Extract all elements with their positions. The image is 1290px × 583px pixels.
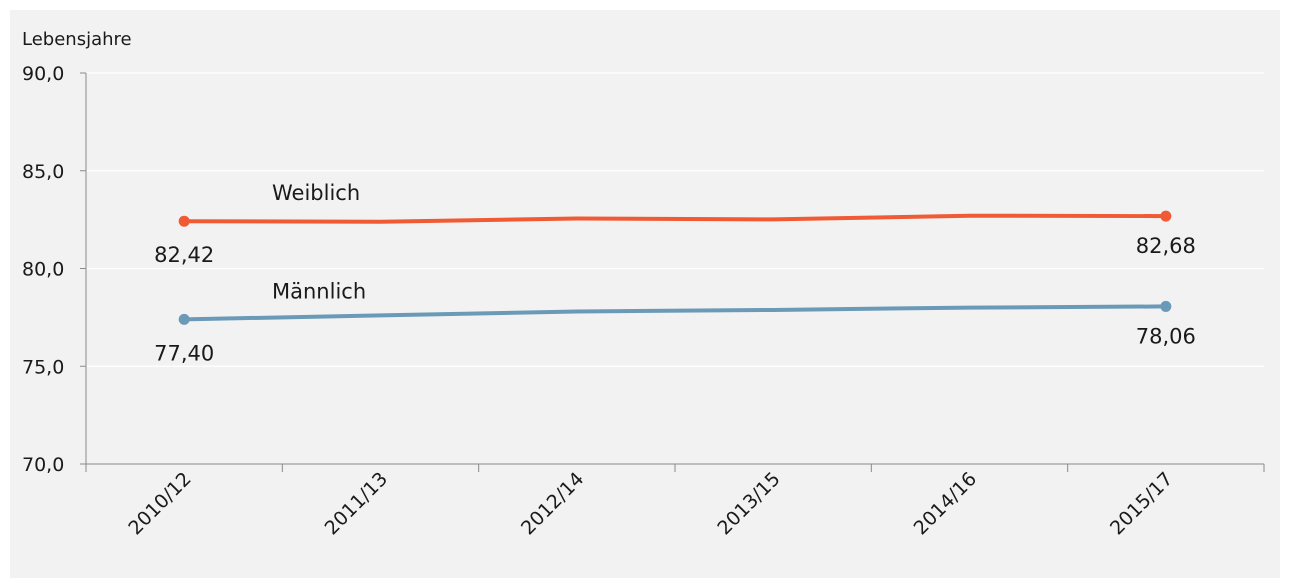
- x-tick-label: 2013/15: [713, 468, 784, 539]
- y-tick-label: 70,0: [22, 454, 64, 476]
- y-tick-label: 80,0: [22, 259, 64, 281]
- data-point-marker: [1160, 300, 1172, 312]
- series-line-maennlich: [182, 304, 1168, 322]
- start-value-label: 82,42: [154, 243, 214, 267]
- line-chart: 70,0 75,0 80,0 85,0 90,0 2010/12 2011/13 2012/1…: [22, 29, 1265, 539]
- series-name-label: Weiblich: [272, 181, 360, 205]
- y-tick-label: 75,0: [22, 356, 64, 378]
- x-tick-label: 2010/12: [124, 468, 195, 539]
- data-point-marker: [178, 215, 190, 227]
- series-line-weiblich: [182, 213, 1168, 224]
- x-tick-label: 2015/17: [1106, 468, 1177, 539]
- gridlines: [86, 72, 1264, 367]
- x-tick-label: 2011/13: [321, 468, 392, 539]
- series-name-label: Männlich: [272, 279, 366, 303]
- y-tick-label: 85,0: [22, 161, 64, 183]
- end-value-label: 82,68: [1136, 234, 1196, 258]
- series-lines: [178, 210, 1172, 325]
- x-tick-label: 2014/16: [910, 468, 981, 539]
- y-axis-unit-label: Lebensjahre: [22, 29, 132, 50]
- axes: 70,0 75,0 80,0 85,0 90,0 2010/12 2011/13 2012/1…: [22, 63, 1265, 539]
- data-point-marker: [1160, 210, 1172, 222]
- y-tick-label: 90,0: [22, 63, 64, 85]
- chart-labels: 82,42 82,68 Weiblich 77,40 78,06 Männlich: [154, 181, 1196, 365]
- end-value-label: 78,06: [1136, 324, 1196, 348]
- chart-panel: 70,0 75,0 80,0 85,0 90,0 2010/12 2011/13 2012/1…: [10, 10, 1280, 578]
- data-point-marker: [178, 313, 190, 325]
- x-tick-label: 2012/14: [517, 468, 588, 539]
- start-value-label: 77,40: [154, 341, 214, 365]
